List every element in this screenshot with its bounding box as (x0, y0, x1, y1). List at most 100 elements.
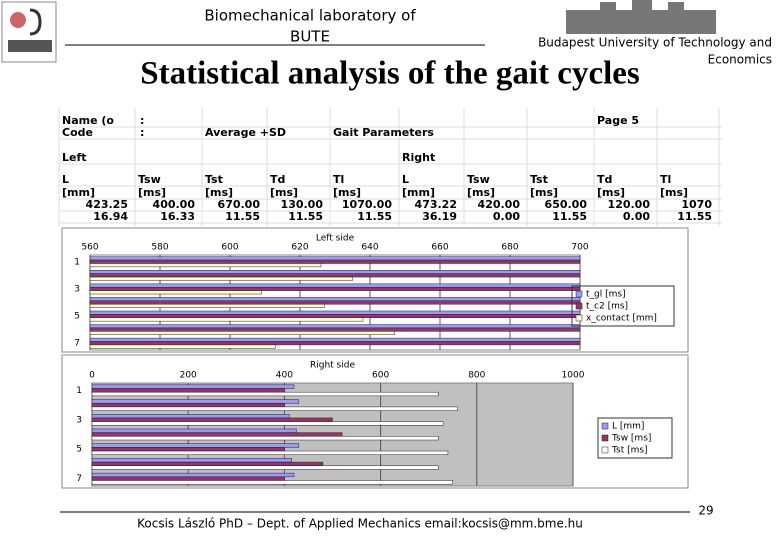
sheet-cell: Name (o (62, 114, 114, 127)
spreadsheet: Name (o: Page 5 Code: Average +SD Gait Param… (58, 108, 722, 226)
y-tick-label: 1 (76, 386, 82, 396)
sheet-cell: 11.55 (552, 210, 587, 223)
slide-title: Statistical analysis of the gait cycles (140, 56, 640, 92)
university-logo (566, 0, 716, 34)
charts: Left side 560 580 600 620 640 660 680 700 1 3 5 7 t_g… (61, 227, 689, 489)
x-tick-label: 1000 (562, 371, 585, 381)
y-tick-label: 7 (74, 339, 80, 349)
legend-swatch (601, 434, 609, 442)
bar (89, 297, 581, 302)
legend-frame (597, 417, 673, 459)
sheet-cell: 420.00 (478, 198, 521, 211)
footer-author: Kocsis László PhD – Dept. of Applied Mec… (137, 517, 583, 531)
bar (89, 314, 581, 319)
x-tick-label: 0 (89, 371, 95, 381)
sheet-cell: : (140, 114, 144, 127)
bar (89, 256, 581, 261)
y-tick-label: 5 (76, 445, 82, 455)
x-tick-label: 200 (180, 371, 197, 381)
sheet-cell: 36.19 (422, 210, 457, 223)
sheet-cell: Right (402, 151, 435, 164)
bar (91, 476, 285, 481)
bar (91, 461, 324, 467)
chart-title: Right side (310, 361, 355, 371)
chart-title: Left side (316, 234, 355, 244)
legend-swatch (575, 302, 583, 310)
bar (91, 447, 285, 452)
bar (91, 417, 333, 422)
bar (89, 286, 581, 291)
y-tick-label: 1 (74, 257, 80, 267)
bar (91, 391, 439, 397)
sheet-cell: 120.00 (608, 198, 651, 211)
bar (91, 450, 449, 455)
bar (89, 283, 581, 288)
x-tick-label: 680 (501, 243, 518, 253)
bar (91, 465, 439, 470)
bar (91, 399, 300, 404)
sheet-cell: Td (597, 173, 612, 186)
y-tick-label: 7 (76, 474, 82, 484)
sheet-cell: 0.00 (493, 210, 520, 223)
x-tick-label: 620 (291, 243, 308, 253)
sheet-cell: 11.55 (357, 210, 392, 223)
x-tick-label: 700 (571, 243, 588, 253)
sheet-cell: 16.94 (93, 210, 128, 223)
sheet-cell: 11.55 (677, 210, 712, 223)
sheet-cell: Tsw (467, 173, 490, 186)
bar (89, 327, 581, 332)
bar (91, 428, 297, 433)
sheet-cell: [ms] (138, 186, 166, 199)
sheet-cell: [ms] (467, 186, 495, 199)
sheet-cell: Page 5 (597, 114, 639, 127)
legend-label: t_gl [ms] (586, 290, 626, 300)
sheet-cell: [ms] (270, 186, 298, 199)
sheet-cell: [ms] (333, 186, 361, 199)
sheet-cell: 0.00 (623, 210, 650, 223)
sheet-cell: 670.00 (218, 198, 261, 211)
legend-swatch (601, 446, 609, 454)
bar (89, 324, 581, 329)
x-tick-label: 600 (221, 243, 238, 253)
lab-logo (1, 1, 57, 63)
bar (91, 472, 295, 478)
bar (89, 263, 322, 268)
sheet-cell: [ms] (205, 186, 233, 199)
sheet-cell: 130.00 (281, 198, 324, 211)
sheet-cell: Td (270, 173, 285, 186)
x-tick-label: 560 (81, 243, 98, 253)
sheet-cell: Tst (530, 173, 548, 186)
sheet-cell: Tl (333, 173, 344, 186)
x-tick-label: 640 (361, 243, 378, 253)
bar (89, 344, 276, 349)
bar (89, 259, 581, 264)
bar (91, 480, 453, 485)
bar (89, 337, 581, 342)
x-tick-label: 400 (276, 371, 293, 381)
bar (89, 273, 581, 278)
sheet-cell: Tst (205, 173, 223, 186)
bar (91, 414, 290, 419)
bar (91, 421, 444, 426)
sheet-cell: [ms] (530, 186, 558, 199)
legend-label: Tsw [ms] (611, 434, 651, 444)
bar (91, 406, 458, 411)
sheet-cell: Gait Parameters (333, 126, 434, 139)
bar (89, 310, 581, 315)
sheet-cell: 1070 (681, 198, 712, 211)
sheet-cell: [ms] (597, 186, 625, 199)
bar (89, 317, 364, 322)
sheet-cell: 11.55 (288, 210, 323, 223)
university-name: Budapest University of Technology and (538, 36, 772, 50)
bar (89, 270, 581, 274)
sheet-cell: [ms] (660, 186, 688, 199)
sheet-cell: 650.00 (545, 198, 588, 211)
page-number: 29 (698, 504, 713, 518)
lab-name: Biomechanical laboratory of (204, 7, 416, 25)
bar (91, 458, 292, 463)
x-tick-label: 580 (151, 243, 168, 253)
lab-short: BUTE (290, 28, 330, 46)
bar (89, 290, 262, 295)
y-tick-label: 3 (74, 284, 80, 294)
bar (91, 443, 300, 448)
